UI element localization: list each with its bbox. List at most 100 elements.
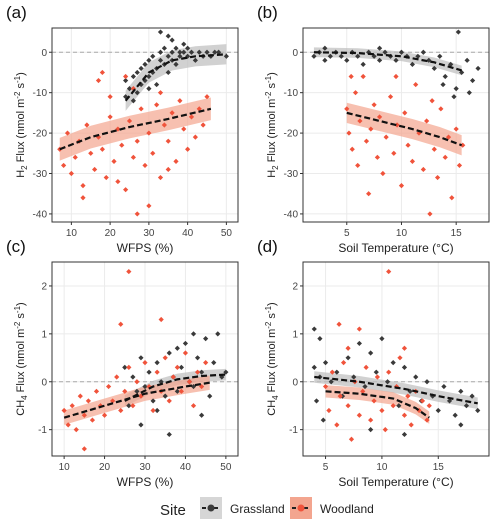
grassland-point <box>393 57 399 63</box>
grassland-point <box>379 336 385 342</box>
panel-label: (b) <box>257 3 278 22</box>
woodland-point <box>150 407 156 414</box>
grassland-point <box>368 427 374 433</box>
woodland-point <box>442 154 448 160</box>
x-tick-label: 5 <box>323 462 329 473</box>
grassland-point <box>178 364 184 370</box>
woodland-point <box>391 150 397 156</box>
woodland-point <box>431 146 437 152</box>
woodland-fit-line <box>59 107 212 151</box>
grassland-point <box>455 29 461 35</box>
woodland-point <box>68 170 74 177</box>
grassland-point <box>185 45 191 51</box>
legend: Site Grassland Woodland <box>160 497 374 519</box>
grassland-point <box>190 331 197 337</box>
woodland-point <box>374 374 380 380</box>
woodland-point <box>93 388 100 394</box>
grassland-point <box>223 369 229 375</box>
woodland-point <box>348 436 355 442</box>
grassland-point <box>173 61 179 67</box>
grassland-point <box>398 49 405 55</box>
y-tick-label: 1 <box>292 329 298 340</box>
woodland-point <box>126 364 132 370</box>
woodland-point <box>146 130 152 136</box>
grassland-point <box>424 379 430 385</box>
woodland-point <box>115 178 121 185</box>
grassland-point <box>475 65 481 72</box>
woodland-point <box>360 73 366 80</box>
woodland-point <box>334 422 340 428</box>
legend-point-woodland <box>297 504 305 512</box>
grassland-point <box>355 53 361 59</box>
y-axis-label-part: ) <box>266 72 278 76</box>
woodland-point <box>355 162 361 169</box>
y-axis-label-part: Flux <box>266 138 278 165</box>
woodland-point <box>371 102 377 108</box>
grassland-point <box>154 81 160 88</box>
woodland-point <box>107 114 113 120</box>
woodland-point <box>92 166 98 173</box>
woodland-point <box>376 114 383 120</box>
y-axis-label-part: -2 <box>13 91 22 99</box>
y-tick-label: -30 <box>33 169 48 180</box>
woodland-point <box>424 417 430 423</box>
grassland-point <box>130 98 136 104</box>
woodland-point <box>95 134 102 140</box>
grassland-point <box>458 422 464 428</box>
y-tick-label: -1 <box>38 425 47 436</box>
grassland-point <box>203 336 209 342</box>
y-tick-label: 2 <box>41 281 47 292</box>
woodland-point <box>85 398 91 404</box>
woodland-point <box>356 412 362 418</box>
woodland-point <box>386 369 392 375</box>
woodland-point <box>157 90 164 96</box>
grassland-point <box>157 29 164 35</box>
woodland-point <box>460 142 466 148</box>
woodland-point <box>77 393 83 399</box>
grassland-point <box>334 369 340 375</box>
legend-label-woodland: Woodland <box>320 502 374 516</box>
woodland-point <box>438 106 444 112</box>
y-tick-label: -20 <box>33 129 48 140</box>
grassland-point <box>435 407 441 414</box>
woodland-point <box>356 326 362 332</box>
grassland-point <box>157 57 164 63</box>
woodland-point <box>401 412 408 418</box>
grassland-point <box>396 403 402 409</box>
y-tick-label: -40 <box>33 209 48 220</box>
woodland-point <box>80 183 86 189</box>
woodland-point <box>379 407 385 414</box>
woodland-point <box>169 110 175 116</box>
woodland-point <box>61 407 67 414</box>
woodland-point <box>123 187 129 193</box>
legend-item-woodland: Woodland <box>290 497 374 519</box>
woodland-point <box>103 174 109 181</box>
x-tick-label: 30 <box>143 228 155 239</box>
grassland-point <box>415 53 421 59</box>
woodland-point <box>203 359 209 366</box>
woodland-point <box>130 403 136 409</box>
grassland-point <box>345 355 351 361</box>
woodland-point <box>368 417 374 423</box>
grassland-point <box>464 57 470 63</box>
woodland-point <box>345 345 351 351</box>
y-tick-label: -10 <box>284 88 299 99</box>
woodland-point <box>368 126 374 132</box>
grassland-point <box>401 364 408 370</box>
woodland-point <box>329 369 335 375</box>
grassland-point <box>204 49 210 55</box>
woodland-point <box>69 403 75 409</box>
grassland-point <box>192 57 198 63</box>
grassland-point <box>190 383 197 390</box>
grassland-point <box>311 326 317 332</box>
plot-frame <box>51 27 239 223</box>
woodland-point <box>142 359 148 366</box>
grassland-point <box>165 69 171 76</box>
woodland-point <box>177 98 183 104</box>
woodland-point <box>99 69 105 76</box>
grassland-point <box>142 61 148 67</box>
woodland-point <box>429 98 435 104</box>
legend-label-grassland: Grassland <box>230 502 285 516</box>
